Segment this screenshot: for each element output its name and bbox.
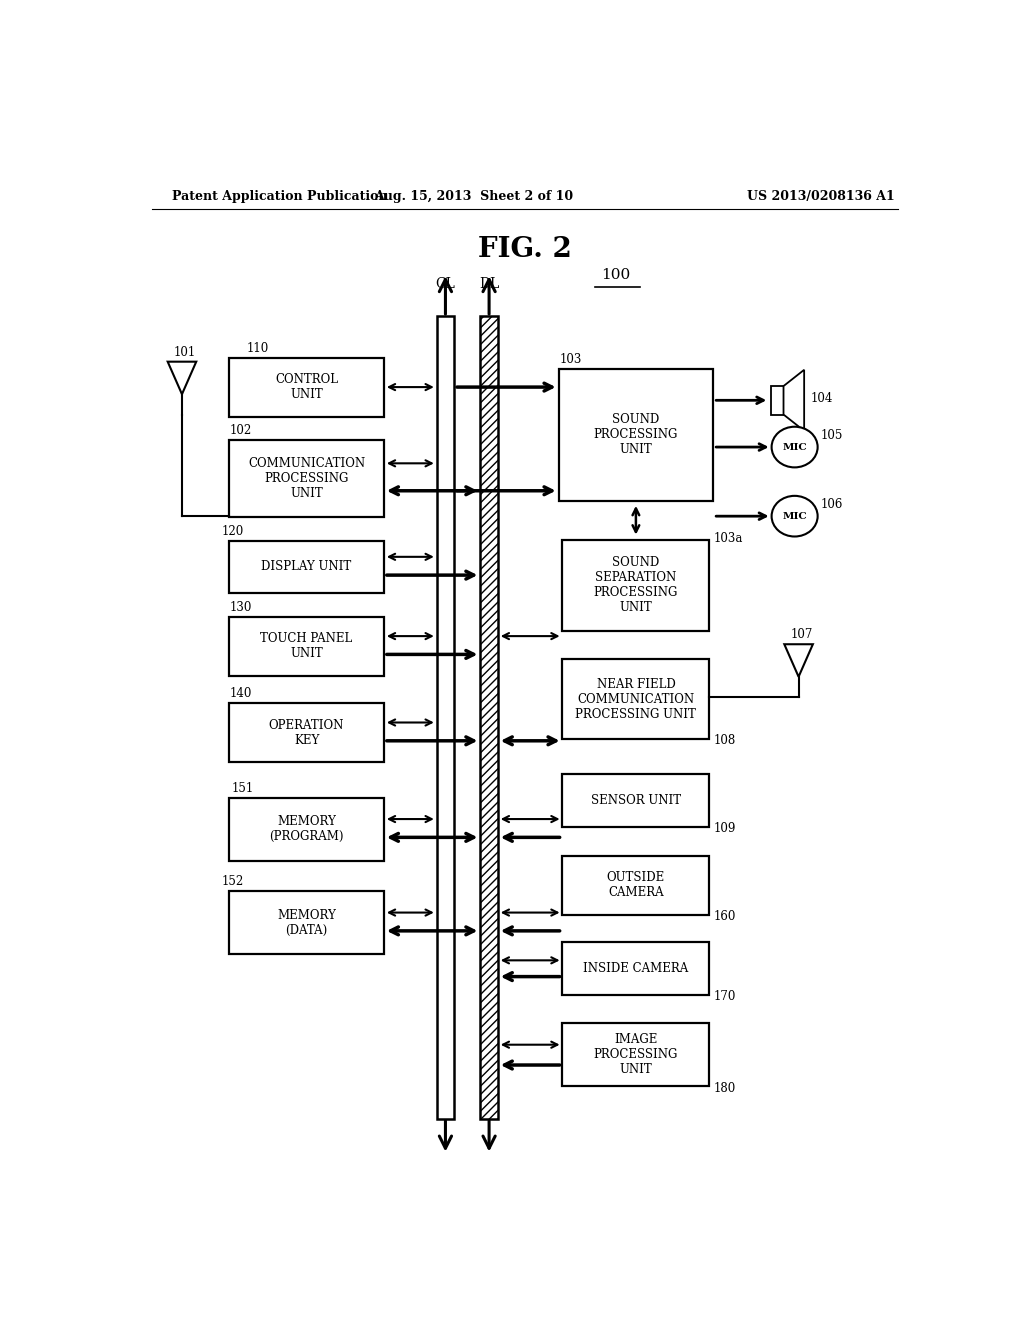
Text: 110: 110	[247, 342, 269, 355]
Bar	[562, 1023, 710, 1086]
Text: IMAGE
PROCESSING
UNIT: IMAGE PROCESSING UNIT	[594, 1034, 678, 1076]
Text: TOUCH PANEL
UNIT: TOUCH PANEL UNIT	[260, 632, 352, 660]
Polygon shape	[784, 644, 813, 677]
Text: 101: 101	[174, 346, 197, 359]
Text: OPERATION
KEY: OPERATION KEY	[269, 718, 344, 747]
Text: CL: CL	[435, 276, 456, 290]
Bar	[229, 891, 384, 954]
Bar	[558, 368, 714, 500]
Text: 103: 103	[560, 352, 583, 366]
Bar	[229, 358, 384, 417]
Bar	[436, 315, 455, 1119]
Text: 160: 160	[714, 909, 735, 923]
Text: SOUND
PROCESSING
UNIT: SOUND PROCESSING UNIT	[594, 413, 678, 457]
Text: CONTROL
UNIT: CONTROL UNIT	[275, 374, 338, 401]
Text: Patent Application Publication: Patent Application Publication	[172, 190, 387, 202]
Text: SOUND
SEPARATION
PROCESSING
UNIT: SOUND SEPARATION PROCESSING UNIT	[594, 556, 678, 614]
Text: 107: 107	[791, 628, 813, 642]
Text: COMMUNICATION
PROCESSING
UNIT: COMMUNICATION PROCESSING UNIT	[248, 457, 366, 500]
Bar	[562, 775, 710, 828]
Bar	[229, 704, 384, 762]
Text: 100: 100	[601, 268, 631, 282]
Text: MIC: MIC	[782, 512, 807, 520]
Text: INSIDE CAMERA: INSIDE CAMERA	[584, 962, 688, 975]
Text: 152: 152	[221, 875, 244, 888]
Text: 170: 170	[714, 990, 735, 1003]
Text: DL: DL	[479, 276, 500, 290]
Text: MEMORY
(DATA): MEMORY (DATA)	[278, 908, 336, 937]
Polygon shape	[783, 370, 804, 430]
Text: 103a: 103a	[714, 532, 742, 545]
Text: 109: 109	[714, 822, 735, 836]
Text: FIG. 2: FIG. 2	[478, 236, 571, 264]
Text: 108: 108	[714, 734, 735, 747]
Text: NEAR FIELD
COMMUNICATION
PROCESSING UNIT: NEAR FIELD COMMUNICATION PROCESSING UNIT	[575, 677, 696, 721]
Text: DISPLAY UNIT: DISPLAY UNIT	[261, 561, 351, 573]
Bar	[562, 540, 710, 631]
Bar	[480, 315, 498, 1119]
Text: MEMORY
(PROGRAM): MEMORY (PROGRAM)	[269, 816, 344, 843]
Text: US 2013/0208136 A1: US 2013/0208136 A1	[748, 190, 895, 202]
Bar	[771, 385, 783, 414]
Bar	[229, 797, 384, 861]
Text: Aug. 15, 2013  Sheet 2 of 10: Aug. 15, 2013 Sheet 2 of 10	[374, 190, 572, 202]
Ellipse shape	[772, 426, 817, 467]
Text: 120: 120	[221, 524, 244, 537]
Text: 140: 140	[229, 688, 252, 700]
Text: 130: 130	[229, 601, 252, 614]
Bar	[562, 942, 710, 995]
Text: 102: 102	[229, 425, 252, 437]
Bar	[229, 616, 384, 676]
Bar	[562, 660, 710, 739]
Text: 105: 105	[821, 429, 843, 442]
Bar	[562, 855, 710, 915]
Text: 106: 106	[821, 498, 843, 511]
Text: SENSOR UNIT: SENSOR UNIT	[591, 795, 681, 808]
Text: 180: 180	[714, 1081, 735, 1094]
Text: 151: 151	[231, 781, 253, 795]
Text: 104: 104	[811, 392, 833, 405]
Bar	[229, 441, 384, 516]
Text: OUTSIDE
CAMERA: OUTSIDE CAMERA	[607, 871, 665, 899]
Polygon shape	[168, 362, 197, 395]
Text: MIC: MIC	[782, 442, 807, 451]
Ellipse shape	[772, 496, 817, 536]
Bar	[229, 541, 384, 594]
